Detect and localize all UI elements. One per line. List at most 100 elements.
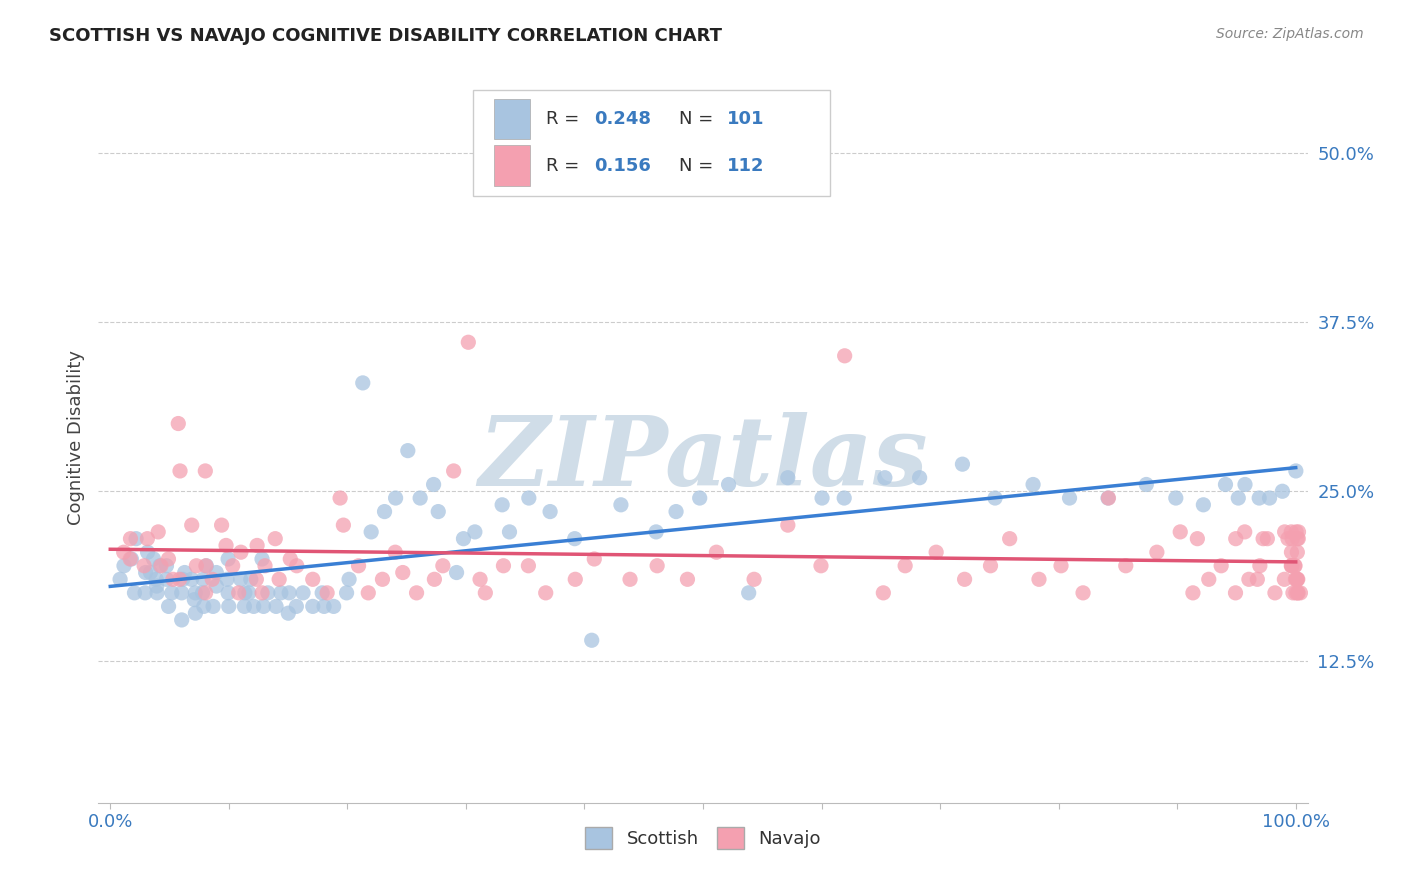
Point (252, 599, 274, 614)
Point (423, 572, 446, 586)
Point (1028, 572, 1050, 586)
Point (285, 599, 308, 614)
Point (149, 558, 172, 573)
Point (239, 572, 262, 586)
Legend: Scottish, Navajo: Scottish, Navajo (578, 820, 828, 856)
Point (1187, 532, 1209, 546)
Point (229, 545, 252, 559)
Point (464, 524, 486, 539)
Point (443, 464, 465, 478)
Point (169, 464, 191, 478)
Point (952, 457, 974, 471)
Point (446, 566, 468, 580)
Point (180, 572, 202, 586)
Point (233, 599, 256, 614)
Point (167, 417, 190, 431)
Point (1115, 558, 1137, 573)
Point (332, 518, 354, 533)
Point (148, 524, 170, 539)
Point (250, 586, 273, 600)
Point (1271, 484, 1294, 499)
Point (1249, 491, 1271, 505)
Point (706, 545, 728, 559)
Point (1286, 532, 1309, 546)
Point (1282, 586, 1305, 600)
Point (108, 572, 131, 586)
Point (492, 558, 515, 573)
Text: Source: ZipAtlas.com: Source: ZipAtlas.com (1216, 27, 1364, 41)
Point (564, 532, 586, 546)
Point (136, 545, 159, 559)
Point (1279, 558, 1302, 573)
Point (1281, 545, 1303, 559)
Point (498, 524, 520, 539)
Point (583, 552, 606, 566)
Point (1284, 572, 1306, 586)
Point (135, 566, 157, 580)
Point (1059, 491, 1081, 505)
Point (1022, 477, 1045, 491)
Point (645, 558, 668, 573)
Point (194, 558, 217, 573)
Point (205, 579, 228, 593)
Point (1284, 558, 1306, 573)
Point (1192, 498, 1215, 512)
Point (269, 572, 291, 586)
Point (405, 586, 427, 600)
Point (201, 572, 224, 586)
Point (215, 572, 238, 586)
Point (1281, 532, 1303, 546)
Point (217, 586, 239, 600)
Point (211, 518, 233, 533)
Point (316, 586, 339, 600)
Point (202, 599, 225, 614)
Point (124, 586, 146, 600)
Point (811, 491, 834, 505)
Point (155, 572, 177, 586)
Point (191, 586, 214, 600)
Point (205, 566, 228, 580)
Point (1256, 532, 1278, 546)
Point (270, 586, 292, 600)
Point (145, 579, 167, 593)
Text: R =: R = (546, 111, 585, 128)
Point (120, 552, 142, 566)
Point (738, 586, 761, 600)
Point (581, 633, 603, 648)
Point (337, 572, 360, 586)
Point (180, 518, 202, 533)
Point (742, 572, 765, 586)
Point (373, 505, 395, 519)
Point (257, 586, 280, 600)
Point (277, 606, 299, 620)
Point (979, 558, 1001, 573)
Point (810, 558, 832, 573)
Point (391, 566, 413, 580)
Point (357, 586, 380, 600)
Point (301, 599, 323, 614)
Point (145, 572, 167, 586)
Point (329, 491, 352, 505)
Point (218, 599, 240, 614)
Point (1249, 558, 1271, 573)
Point (1258, 491, 1281, 505)
Point (564, 572, 586, 586)
Point (1135, 477, 1157, 491)
Point (170, 613, 193, 627)
Point (457, 335, 479, 350)
Point (120, 532, 142, 546)
Point (172, 572, 194, 586)
Point (534, 586, 557, 600)
Point (1097, 491, 1119, 505)
Point (112, 558, 135, 573)
Point (229, 572, 252, 586)
Point (689, 491, 711, 505)
Point (1215, 477, 1237, 491)
Text: SCOTTISH VS NAVAJO COGNITIVE DISABILITY CORRELATION CHART: SCOTTISH VS NAVAJO COGNITIVE DISABILITY … (49, 27, 723, 45)
Point (173, 566, 195, 580)
Text: N =: N = (679, 157, 718, 175)
Point (157, 552, 180, 566)
Point (112, 545, 135, 559)
Point (619, 572, 641, 586)
Point (335, 586, 357, 600)
